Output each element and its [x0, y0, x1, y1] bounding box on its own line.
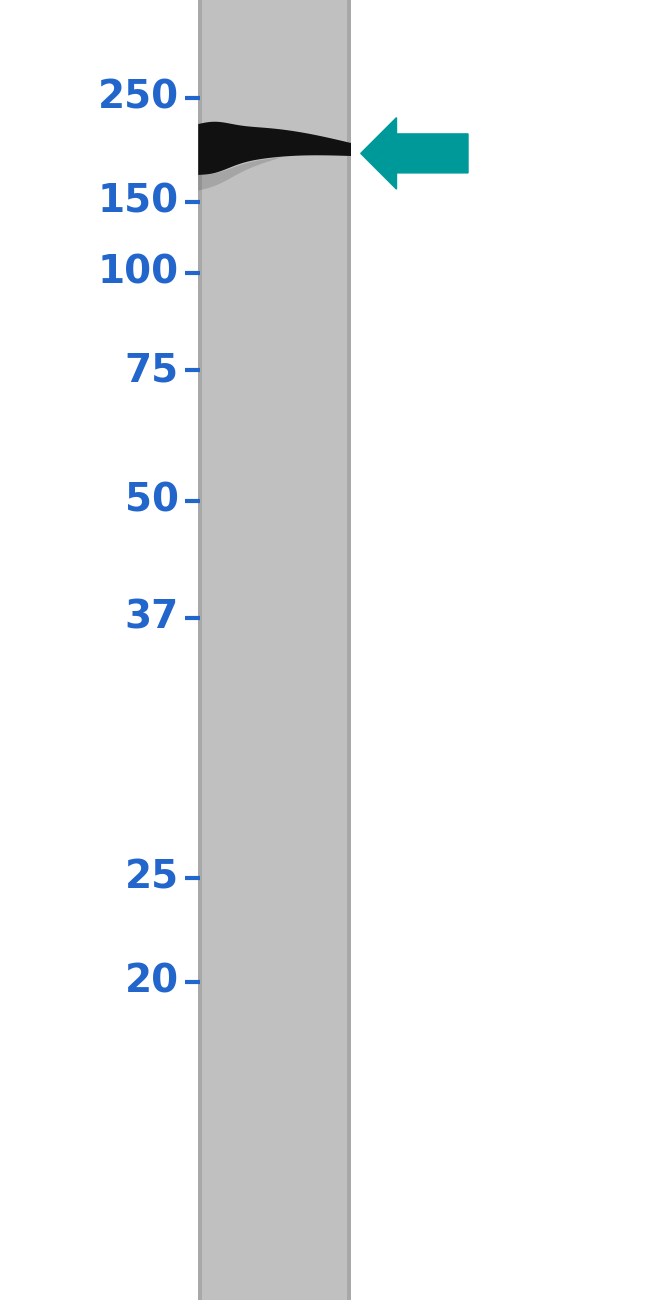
- Text: 75: 75: [125, 351, 179, 390]
- Text: 100: 100: [98, 254, 179, 292]
- Text: 150: 150: [98, 182, 179, 221]
- Text: 250: 250: [98, 78, 179, 117]
- FancyArrow shape: [361, 118, 468, 190]
- Text: 50: 50: [125, 481, 179, 520]
- Polygon shape: [198, 122, 351, 176]
- Bar: [198, 0, 351, 1300]
- Polygon shape: [198, 157, 282, 191]
- Bar: [347, 0, 351, 1300]
- Text: 25: 25: [125, 858, 179, 897]
- Text: 37: 37: [125, 598, 179, 637]
- Text: 20: 20: [125, 962, 179, 1001]
- Bar: [198, 0, 202, 1300]
